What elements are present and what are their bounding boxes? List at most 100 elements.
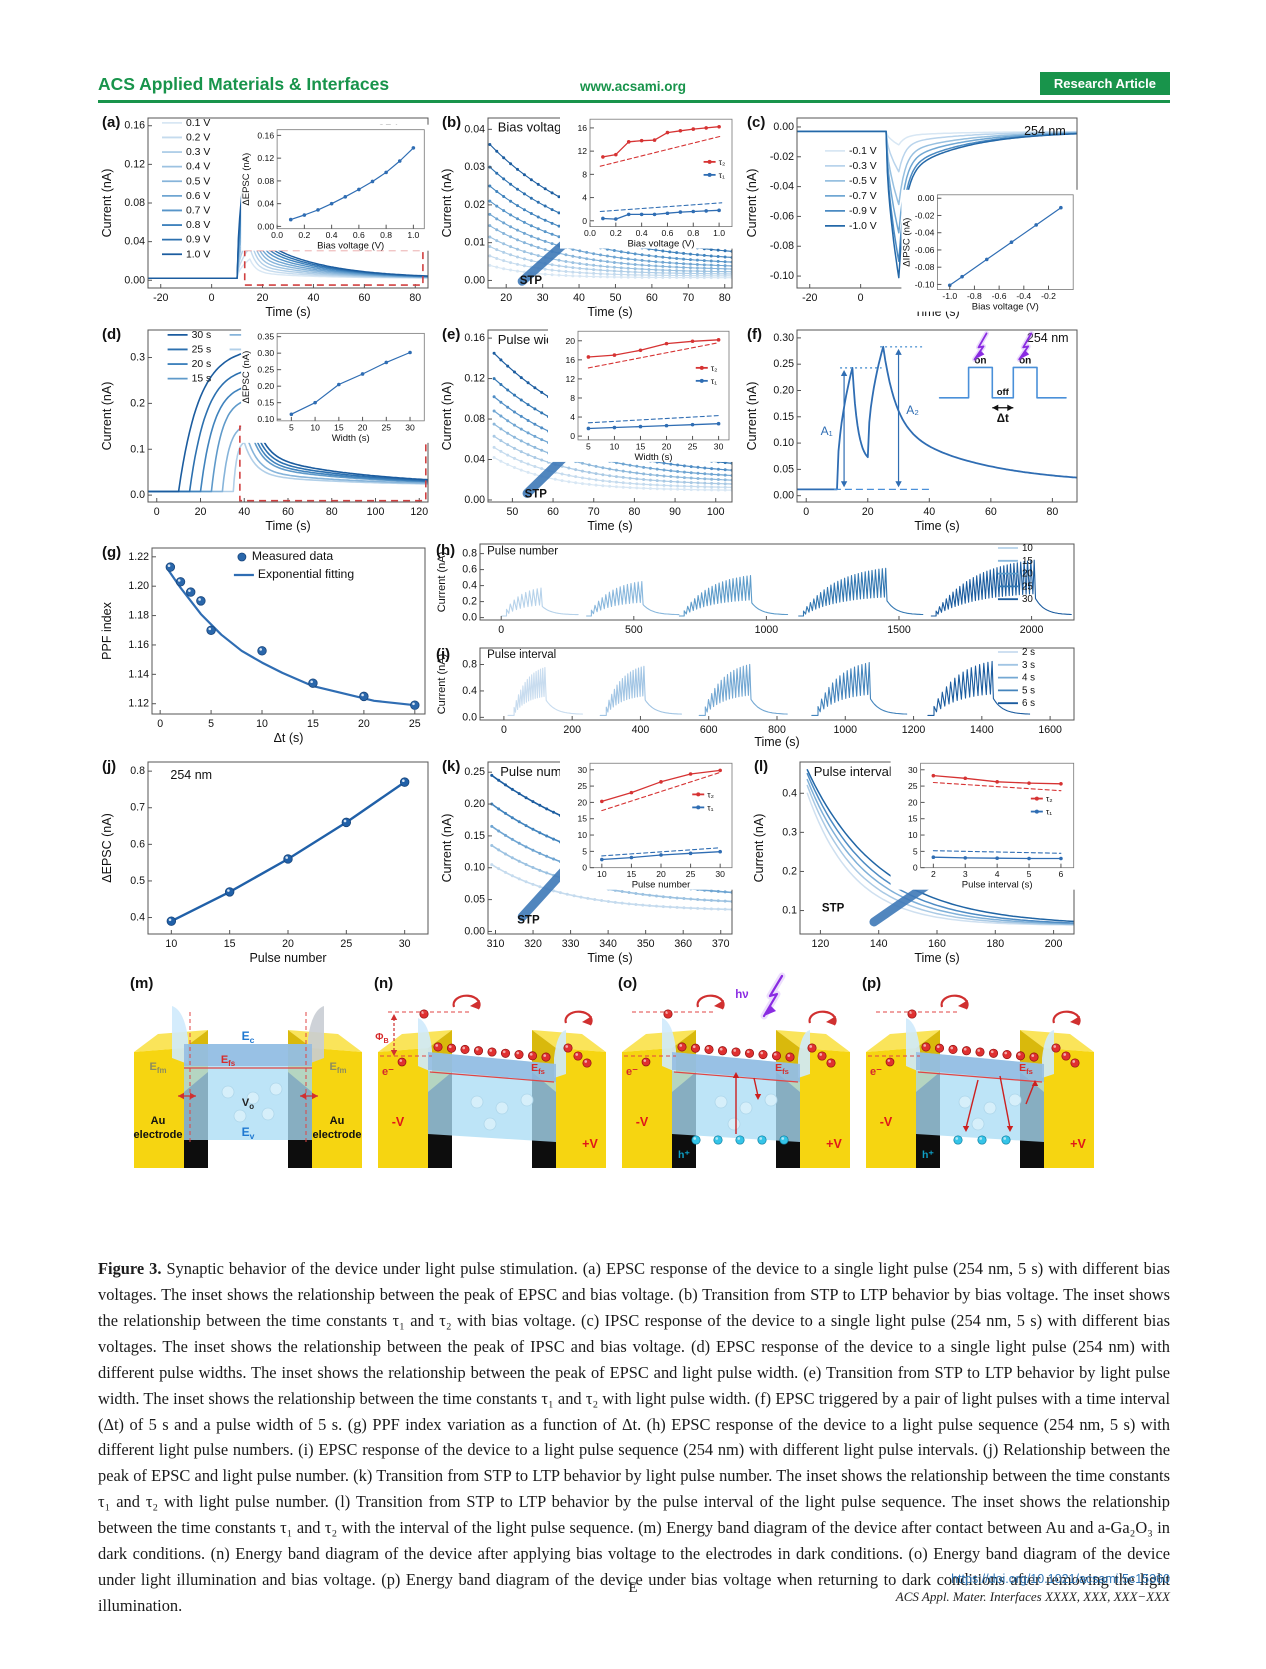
svg-text:10: 10 [610,441,620,451]
svg-text:25 s: 25 s [192,344,212,355]
svg-text:-0.02: -0.02 [770,151,794,163]
svg-text:(d): (d) [102,326,121,343]
svg-text:0.2 V: 0.2 V [186,132,210,143]
svg-text:-0.3 V: -0.3 V [849,161,877,172]
svg-text:(p): (p) [862,975,881,992]
panel-a-chart: -20 0 20 40 60 80 0.00 0.04 0.08 0.12 0.16 Time (s)… [100,110,436,325]
svg-text:0.4: 0.4 [462,580,477,592]
svg-text:254 nm: 254 nm [1027,331,1069,345]
svg-text:hν: hν [735,989,748,1001]
svg-text:Ec: Ec [242,1029,255,1045]
svg-text:0.1: 0.1 [782,905,797,917]
svg-text:100: 100 [367,506,385,518]
svg-text:Time (s): Time (s) [265,305,310,319]
svg-text:0.20: 0.20 [257,381,274,391]
svg-text:10: 10 [1022,543,1033,554]
svg-text:-0.7 V: -0.7 V [849,191,877,202]
svg-text:τ₂: τ₂ [711,363,718,373]
svg-text:Pulse interval: Pulse interval [487,649,556,661]
svg-text:0.4: 0.4 [462,685,477,697]
svg-text:70: 70 [588,506,600,518]
svg-text:0.30: 0.30 [257,348,274,358]
panel-p-energy-band-diagram: e⁻ Efs -V +V h⁺ (p) [860,972,1100,1177]
svg-text:e⁻: e⁻ [626,1066,638,1078]
svg-text:6: 6 [1059,869,1064,879]
svg-text:15: 15 [334,422,344,432]
svg-text:360: 360 [674,938,692,950]
svg-text:0.0: 0.0 [271,230,283,240]
svg-text:τ₂: τ₂ [707,789,714,799]
svg-text:Width (s): Width (s) [635,452,673,463]
svg-text:0.04: 0.04 [124,236,145,248]
svg-text:0.05: 0.05 [464,894,485,906]
svg-text:STP: STP [517,915,540,927]
svg-text:0.4: 0.4 [636,228,648,238]
svg-text:0.6 V: 0.6 V [186,191,210,202]
svg-text:τ₁: τ₁ [711,376,717,386]
svg-text:Ev: Ev [242,1125,255,1141]
svg-text:(j): (j) [102,758,116,775]
svg-text:Δt: Δt [997,413,1009,425]
svg-text:h⁺: h⁺ [922,1149,934,1161]
svg-text:30: 30 [1022,594,1033,605]
svg-text:0.01: 0.01 [464,237,485,249]
svg-text:16: 16 [577,123,587,133]
svg-text:16: 16 [565,355,575,365]
svg-text:0: 0 [501,724,507,736]
svg-text:0.8: 0.8 [462,548,477,560]
svg-text:off: off [997,387,1010,398]
svg-text:800: 800 [768,724,786,736]
svg-text:0.08: 0.08 [464,413,485,425]
figure-label: Figure 3. [98,1259,162,1278]
svg-text:0.0: 0.0 [130,489,145,501]
svg-text:0.5: 0.5 [130,875,145,887]
doi-link[interactable]: https://doi.org/10.1021/acsami.5c15360 [951,1572,1170,1586]
svg-text:500: 500 [625,624,643,636]
svg-text:Efs: Efs [531,1062,545,1076]
panel-c-chart: -200204060800.00-0.02-0.04-0.06-0.08-0.1… [745,110,1085,325]
svg-text:1.16: 1.16 [128,639,149,651]
svg-text:ΦB: ΦB [375,1032,388,1045]
svg-text:80: 80 [1046,506,1058,518]
svg-text:370: 370 [712,938,730,950]
svg-text:e⁻: e⁻ [870,1066,882,1078]
svg-text:0: 0 [209,292,215,304]
svg-text:20: 20 [1022,569,1033,580]
journal-url-link[interactable]: www.acsami.org [579,79,687,94]
svg-text:Time (s): Time (s) [265,519,310,533]
svg-text:0.9 V: 0.9 V [186,235,210,246]
svg-text:0.7 V: 0.7 V [186,205,210,216]
svg-text:0.8 V: 0.8 V [186,220,210,231]
svg-text:1.18: 1.18 [128,610,149,622]
svg-text:0: 0 [803,506,809,518]
svg-text:1.14: 1.14 [128,668,149,680]
svg-text:40: 40 [308,292,320,304]
panel-b-chart: 20 30 40 50 60 70 80 0.00 0.01 0.02 0.03 0.04 Time (… [440,110,740,325]
svg-text:60: 60 [985,506,997,518]
svg-text:80: 80 [326,506,338,518]
svg-text:0.3: 0.3 [130,352,145,364]
svg-text:Bias voltage (V): Bias voltage (V) [972,302,1039,313]
svg-text:-0.4: -0.4 [1016,291,1031,301]
svg-text:STP: STP [822,903,845,915]
svg-text:0.10: 0.10 [464,862,485,874]
svg-text:ΔEPSC (nA): ΔEPSC (nA) [241,351,252,404]
svg-text:Time (s): Time (s) [587,519,632,533]
svg-text:Pulse number: Pulse number [487,546,558,558]
svg-text:STP: STP [520,275,543,287]
svg-text:5: 5 [586,441,591,451]
svg-text:0.04: 0.04 [464,454,485,466]
svg-text:0.4: 0.4 [130,912,145,924]
svg-text:-1.0: -1.0 [942,291,957,301]
svg-text:Pulse interval (s): Pulse interval (s) [962,880,1033,891]
panel-e-chart: 50 60 70 80 90 100 0.00 0.04 0.08 0.12 0.16 Time (s… [440,322,740,539]
header-rule [98,100,1170,103]
svg-text:15: 15 [307,718,319,730]
svg-text:0.35: 0.35 [257,332,274,342]
panel-l-chart: 120 140 160 180 200 0.1 0.2 0.3 0.4 Time (s) Curre… [752,754,1082,971]
svg-text:0.00: 0.00 [464,494,485,506]
svg-text:Δt (s): Δt (s) [274,731,304,745]
svg-text:h⁺: h⁺ [678,1149,690,1161]
